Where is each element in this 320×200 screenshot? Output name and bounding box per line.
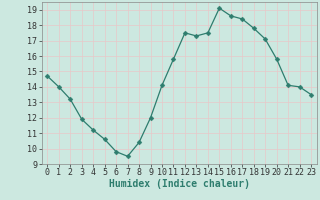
X-axis label: Humidex (Indice chaleur): Humidex (Indice chaleur) [109, 179, 250, 189]
